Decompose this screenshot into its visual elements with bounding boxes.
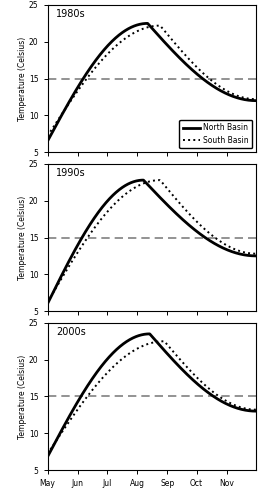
South Basin (186, 54, 189, 60)
North Basin (148, 331, 151, 337)
Line: North Basin: North Basin (48, 180, 256, 304)
North Basin (46, 300, 49, 306)
South Basin (83, 239, 86, 245)
South Basin (254, 406, 258, 412)
Text: 2000s: 2000s (56, 328, 86, 338)
South Basin (100, 58, 103, 64)
South Basin (140, 26, 143, 32)
North Basin (100, 364, 103, 370)
Line: South Basin: South Basin (48, 341, 256, 454)
South Basin (169, 346, 172, 352)
North Basin (100, 50, 103, 56)
North Basin (203, 78, 206, 84)
South Basin (186, 364, 189, 370)
South Basin (140, 181, 143, 187)
North Basin (169, 206, 172, 212)
North Basin (254, 408, 258, 414)
North Basin (142, 177, 145, 183)
South Basin (203, 72, 206, 78)
North Basin (203, 234, 206, 240)
North Basin (140, 177, 143, 183)
Line: North Basin: North Basin (48, 334, 256, 457)
Y-axis label: Temperature (Celsius): Temperature (Celsius) (18, 36, 27, 120)
North Basin (46, 138, 49, 144)
North Basin (146, 20, 149, 26)
South Basin (158, 177, 162, 183)
North Basin (169, 354, 172, 360)
South Basin (203, 382, 206, 388)
North Basin (203, 387, 206, 393)
South Basin (254, 96, 258, 102)
North Basin (83, 388, 86, 394)
North Basin (83, 74, 86, 80)
North Basin (100, 206, 103, 212)
South Basin (158, 22, 162, 28)
South Basin (163, 338, 166, 344)
Legend: North Basin, South Basin: North Basin, South Basin (179, 120, 252, 148)
South Basin (203, 226, 206, 232)
Y-axis label: Temperature (Celsius): Temperature (Celsius) (18, 196, 27, 280)
North Basin (186, 62, 189, 68)
North Basin (254, 98, 258, 103)
South Basin (254, 250, 258, 256)
North Basin (140, 21, 143, 27)
Line: South Basin: South Basin (48, 180, 256, 302)
South Basin (83, 78, 86, 84)
Text: 1980s: 1980s (56, 10, 86, 20)
North Basin (140, 332, 143, 338)
North Basin (169, 46, 172, 52)
South Basin (46, 299, 49, 305)
South Basin (169, 190, 172, 196)
South Basin (100, 216, 103, 222)
North Basin (46, 454, 49, 460)
Line: South Basin: South Basin (48, 26, 256, 136)
Y-axis label: Temperature (Celsius): Temperature (Celsius) (18, 354, 27, 438)
South Basin (83, 397, 86, 403)
South Basin (169, 36, 172, 42)
North Basin (186, 220, 189, 226)
North Basin (83, 230, 86, 236)
South Basin (100, 376, 103, 382)
North Basin (186, 372, 189, 378)
South Basin (140, 344, 143, 349)
Line: North Basin: North Basin (48, 24, 256, 141)
Text: 1990s: 1990s (56, 168, 86, 178)
North Basin (254, 253, 258, 259)
South Basin (46, 451, 49, 457)
South Basin (46, 133, 49, 139)
South Basin (186, 208, 189, 214)
